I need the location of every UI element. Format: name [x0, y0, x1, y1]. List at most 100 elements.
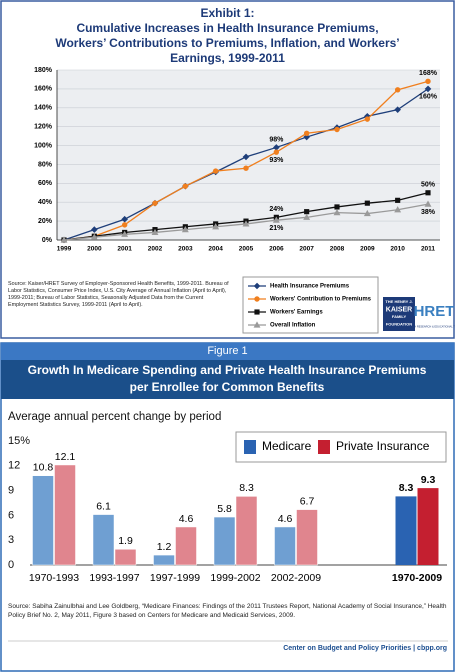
- value-label: 24%: [269, 206, 284, 213]
- label-bar: [1, 343, 454, 360]
- legend-label: Health Insurance Premiums: [270, 284, 350, 290]
- value-label: 98%: [269, 136, 284, 143]
- x-tick-label: 2009: [360, 246, 375, 253]
- point: [152, 200, 158, 206]
- point: [273, 149, 280, 155]
- x-tick-label: 1999-2002: [210, 572, 260, 584]
- y-tick-label: 20%: [38, 218, 53, 225]
- x-tick-label: 1999: [57, 246, 72, 253]
- chart-label: Figure 1: [207, 345, 248, 357]
- bar: [175, 526, 197, 566]
- legend-swatch: [318, 440, 330, 454]
- point: [394, 206, 402, 213]
- legend-label: Private Insurance: [336, 439, 430, 453]
- value-label: 9.3: [421, 474, 436, 486]
- logo-text: FOUNDATION: [386, 322, 412, 327]
- x-tick-label: 2010: [390, 246, 405, 253]
- value-label: 38%: [421, 209, 436, 216]
- y-tick-label: 15%: [8, 435, 30, 447]
- point: [303, 130, 310, 136]
- bar: [114, 549, 137, 566]
- point: [253, 282, 261, 290]
- source: Source: Kaiser/HRET Survey of Employer-S…: [8, 281, 229, 308]
- point: [212, 168, 219, 174]
- point: [254, 309, 260, 315]
- logo-text: HRET: [414, 303, 455, 320]
- point: [395, 197, 401, 203]
- bar: [92, 514, 115, 566]
- logo-text: KAISER: [386, 306, 412, 313]
- y-tick-label: 12: [8, 460, 20, 472]
- point: [272, 216, 280, 223]
- x-tick-label: 2002: [148, 246, 163, 253]
- chart-subtitle: Average annual percent change by period: [8, 411, 222, 423]
- point: [394, 106, 401, 113]
- point: [242, 153, 250, 161]
- bar: [296, 509, 318, 566]
- value-label: 4.6: [278, 513, 293, 525]
- y-tick-label: 160%: [34, 86, 53, 93]
- point: [243, 165, 249, 171]
- point: [425, 190, 431, 196]
- x-tick-label: 1993-1997: [89, 572, 139, 584]
- bar: [32, 475, 54, 566]
- x-tick-label: 2011: [421, 246, 435, 253]
- point: [424, 85, 432, 93]
- y-tick-label: 80%: [38, 161, 53, 168]
- bar: [274, 526, 296, 566]
- x-tick-label: 2004: [208, 246, 223, 253]
- point: [334, 126, 340, 133]
- point: [151, 228, 159, 236]
- value-label: 1.9: [118, 535, 133, 547]
- x-tick-label: 2001: [117, 246, 132, 253]
- value-label: 8.3: [239, 482, 254, 494]
- point: [334, 204, 340, 210]
- value-label: 160%: [419, 94, 438, 101]
- x-tick-label: 2007: [299, 246, 314, 253]
- value-label: 21%: [269, 225, 284, 232]
- y-tick-label: 6: [8, 509, 14, 521]
- y-tick-label: 40%: [38, 199, 53, 206]
- y-tick-label: 0: [8, 559, 14, 571]
- point: [333, 208, 341, 216]
- point: [121, 230, 129, 237]
- y-tick-label: 140%: [34, 105, 53, 112]
- chart-label: Exhibit 1:: [200, 6, 255, 20]
- legend-swatch: [244, 440, 256, 454]
- value-label: 10.8: [33, 462, 54, 474]
- point: [363, 209, 371, 217]
- value-label: 8.3: [399, 482, 414, 494]
- point: [364, 116, 371, 122]
- bar: [153, 554, 175, 566]
- point: [253, 321, 261, 328]
- x-tick-label: 2006: [269, 246, 284, 253]
- plot-background: [57, 70, 440, 240]
- point: [303, 133, 310, 141]
- point: [424, 200, 432, 207]
- title-block: Exhibit 1: Cumulative Increases in Healt…: [0, 6, 455, 66]
- y-tick-label: 180%: [34, 67, 53, 74]
- point: [425, 78, 431, 85]
- legend-label: Overall Inflation: [270, 323, 316, 329]
- x-tick-label: 2000: [87, 246, 102, 253]
- chart-title: Growth In Medicare Spending and Private …: [27, 363, 427, 394]
- point: [394, 87, 401, 93]
- value-label: 5.8: [217, 503, 232, 515]
- point: [91, 226, 98, 233]
- y-tick-label: 0%: [42, 237, 53, 244]
- source: Source: Sabiha Zainulbhai and Lee Goldbe…: [8, 603, 447, 619]
- y-tick-label: 60%: [38, 180, 53, 187]
- point: [254, 296, 260, 302]
- y-tick-label: 100%: [34, 142, 53, 149]
- logo-text: FAMILY: [392, 314, 407, 319]
- title-bar: [1, 360, 454, 399]
- value-label: 1.2: [157, 541, 172, 553]
- point: [121, 215, 128, 223]
- logo-text: THE HENRY J.: [385, 299, 412, 304]
- value-label: 93%: [269, 157, 284, 164]
- credit: Center on Budget and Policy Priorities |…: [283, 645, 447, 652]
- point: [212, 223, 220, 230]
- point: [60, 236, 68, 243]
